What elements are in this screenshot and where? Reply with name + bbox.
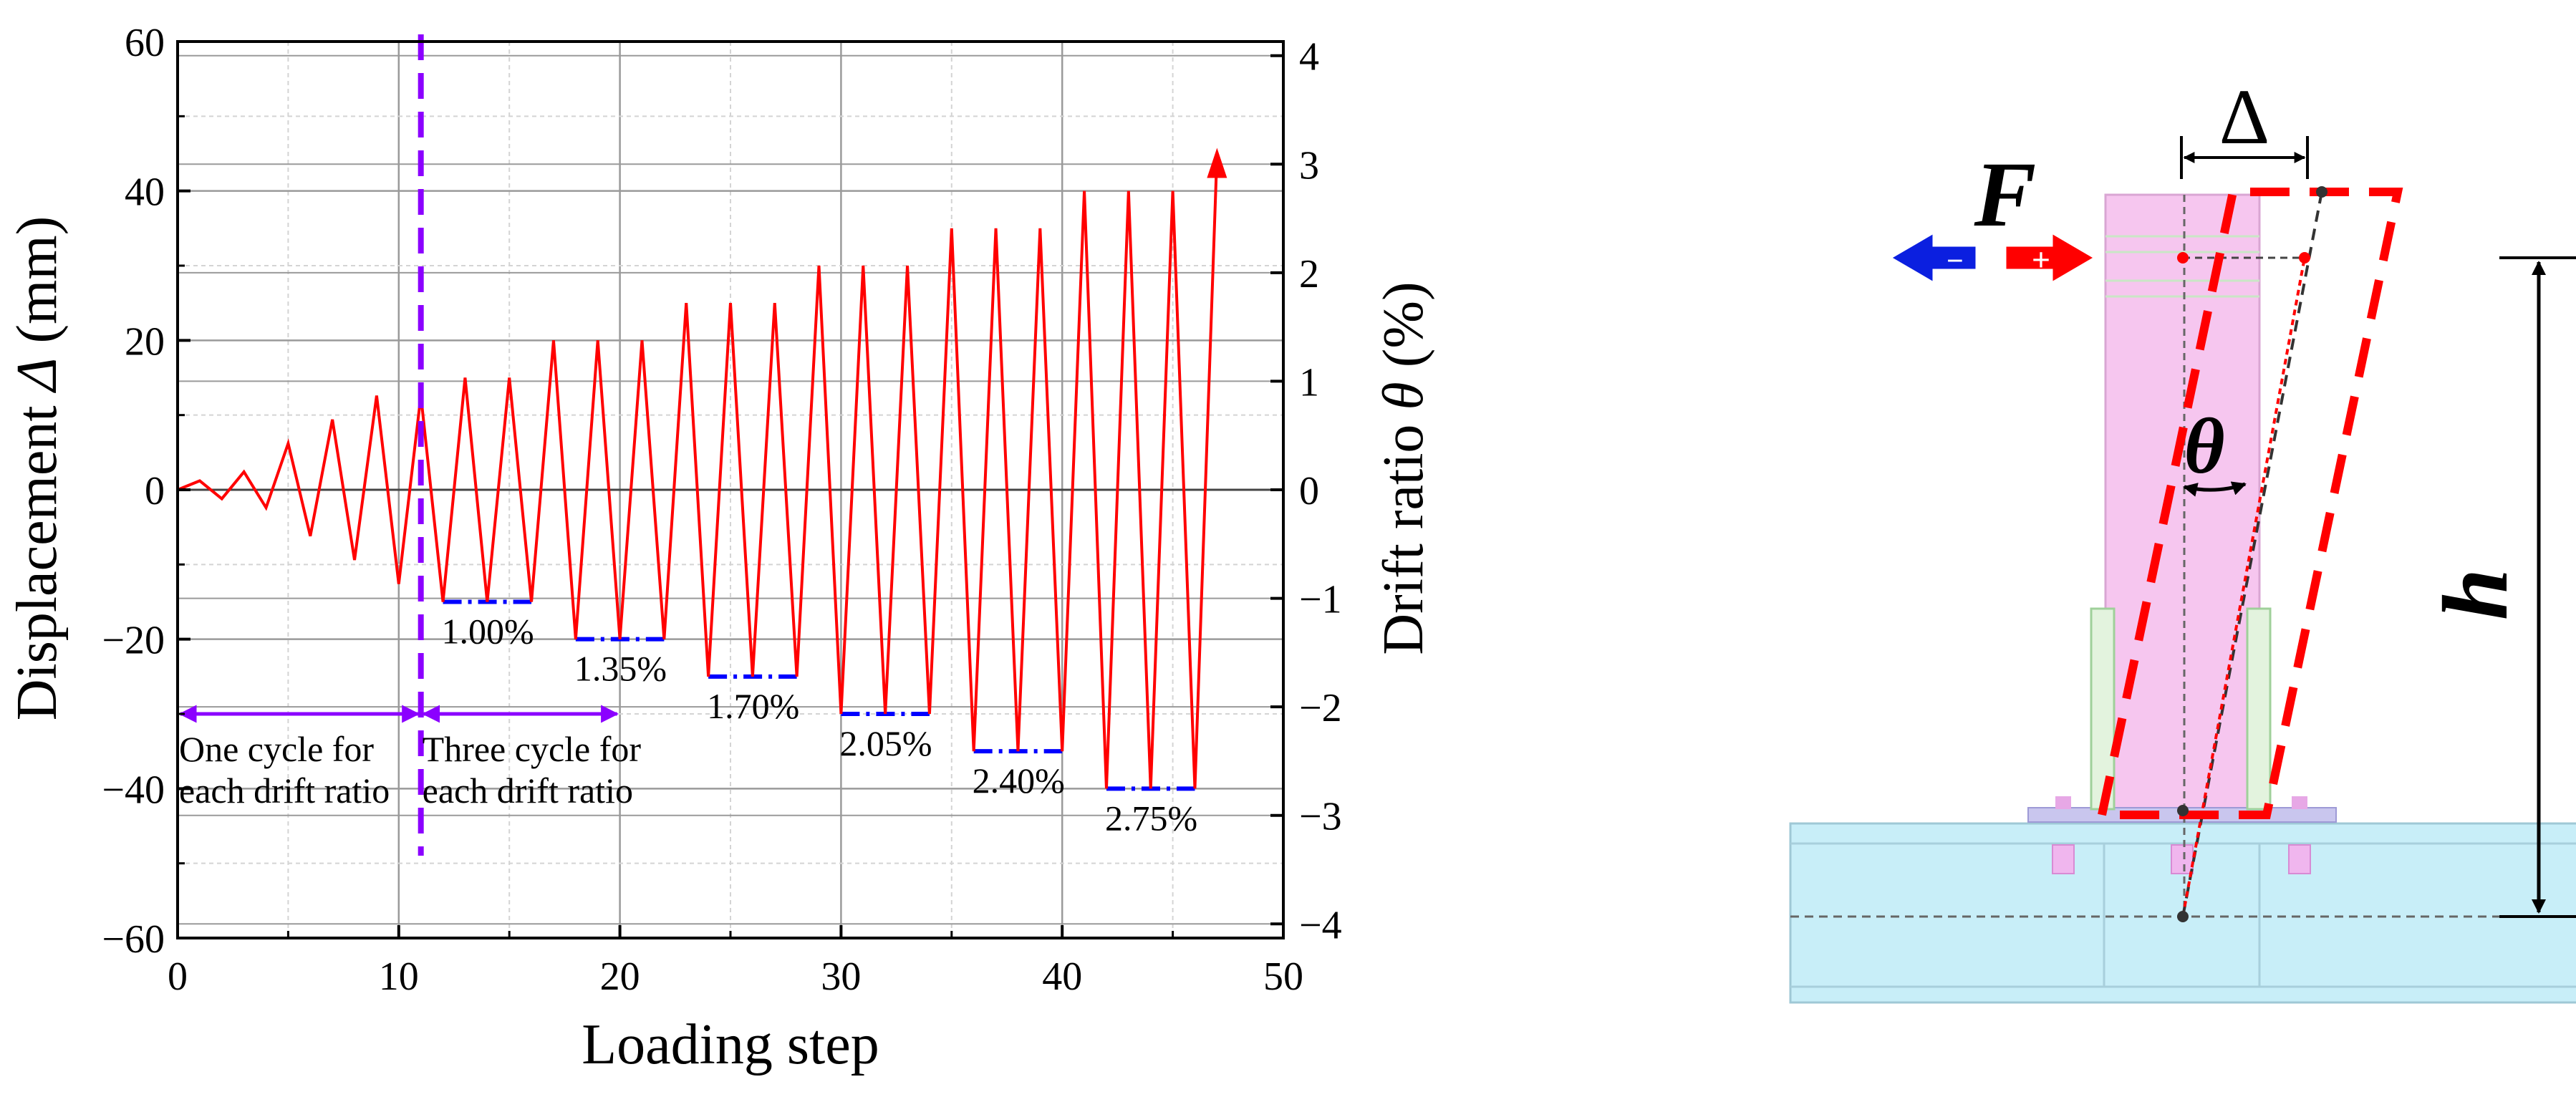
y-tick-label: 40	[125, 170, 165, 215]
right-cover-plate	[2246, 607, 2272, 811]
load-point	[2177, 252, 2189, 264]
right-anchor-bolt	[2288, 844, 2311, 874]
x-tick-label: 40	[1042, 955, 1082, 999]
column-schematic: − + F Δ θ h	[1789, 73, 2576, 1004]
grid	[178, 42, 1283, 938]
y-tick-label: −60	[102, 917, 165, 962]
h-label: h	[2424, 569, 2527, 620]
theta-arc	[2183, 481, 2247, 497]
top-point	[2316, 186, 2327, 198]
y-label-suffix: (mm)	[6, 216, 69, 358]
deformed-column-outline	[2096, 188, 2403, 819]
drift-level-label: 2.05%	[839, 723, 932, 763]
left-cover-plate	[2090, 607, 2116, 811]
y-tick-label: −20	[102, 619, 165, 663]
base-point	[2177, 805, 2189, 816]
y2-tick-label: 2	[1299, 252, 1319, 296]
force-label: F	[1974, 143, 2037, 246]
cycle-note-line1: Three cycle for	[423, 729, 642, 769]
cycle-note-line2: each drift ratio	[423, 770, 633, 811]
pull-sign: −	[1947, 245, 1964, 278]
drift-level-label: 1.70%	[707, 686, 799, 726]
column-body	[2104, 193, 2261, 818]
drift-levels: 1.00% 1.35% 1.70% 2.05% 2.40% 2.75%	[442, 599, 1197, 838]
y-tick-label: 20	[125, 319, 165, 364]
left-anchor-bolt	[2052, 844, 2075, 874]
y2-label-prefix: Drift ratio	[1372, 410, 1435, 655]
y-axis-label: Displacement Δ (mm)	[6, 216, 69, 721]
delta-label: Δ	[2219, 73, 2270, 160]
y2-tick-label: 0	[1299, 469, 1319, 513]
x-tick-label: 30	[821, 955, 861, 999]
displaced-load-point	[2299, 252, 2310, 264]
y-tick-label: −40	[102, 768, 165, 812]
pull-arrow	[1888, 231, 1978, 285]
x-axis-label: Loading step	[582, 1013, 879, 1076]
y-label-symbol: Δ	[6, 357, 69, 393]
y2-tick-label: 4	[1299, 35, 1319, 79]
left-bolt-head	[2055, 796, 2071, 809]
x-tick-label: 50	[1263, 955, 1303, 999]
y2-tick-label: −2	[1299, 686, 1342, 730]
push-arrow	[2004, 231, 2097, 285]
right-bolt-head	[2292, 796, 2307, 809]
x-tick-label: 10	[379, 955, 419, 999]
loading-protocol-arrowhead	[1207, 148, 1227, 178]
x-tick-label: 20	[600, 955, 640, 999]
drift-level-label: 1.00%	[442, 612, 534, 652]
x-tick-label: 0	[168, 955, 188, 999]
rotated-load-line	[2181, 257, 2306, 917]
push-sign: +	[2032, 241, 2050, 278]
y2-label-suffix: (%)	[1372, 281, 1435, 382]
cycle-note-line1: One cycle for	[179, 729, 374, 769]
theta-label: θ	[2184, 402, 2224, 490]
drift-level-label: 2.40%	[973, 760, 1065, 801]
axes: 0 10 20 30 40 50 −60 −40 −20 0 20 40 60 −4 −3 −2 −1 0 1 2 3 4	[102, 21, 1341, 999]
y2-tick-label: −4	[1299, 903, 1342, 947]
mid-anchor-bolt	[2171, 844, 2194, 874]
y2-tick-label: −3	[1299, 795, 1342, 839]
cycle-note-line2: each drift ratio	[179, 770, 390, 811]
y2-tick-label: 1	[1299, 360, 1319, 405]
drift-level-label: 1.35%	[574, 649, 667, 689]
y-tick-label: 60	[125, 21, 165, 65]
y2-tick-label: 3	[1299, 143, 1319, 188]
y2-axis-label: Drift ratio θ (%)	[1372, 281, 1435, 654]
y2-label-symbol: θ	[1372, 382, 1435, 410]
drift-level-label: 2.75%	[1105, 798, 1197, 838]
y2-tick-label: −1	[1299, 578, 1342, 622]
pivot-point	[2177, 911, 2189, 922]
y-label-prefix: Displacement	[6, 391, 69, 720]
loading-protocol-line	[177, 153, 1219, 789]
loading-protocol-chart: 1.00% 1.35% 1.70% 2.05% 2.40% 2.75% One cycle…	[6, 21, 1435, 1076]
y-tick-label: 0	[145, 469, 165, 513]
